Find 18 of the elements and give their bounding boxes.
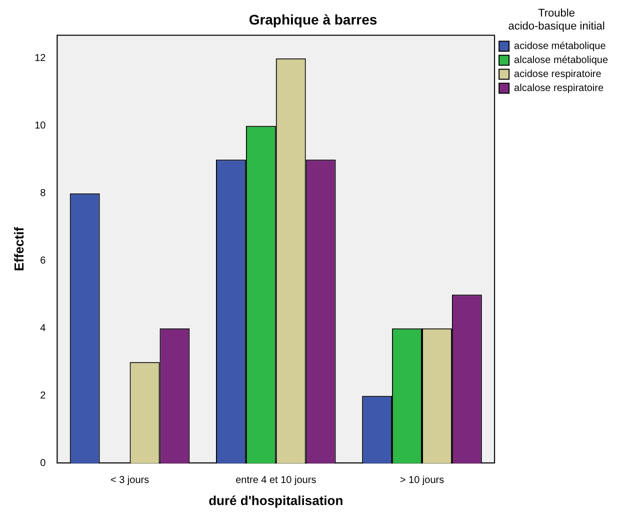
legend-label: alcalose métabolique xyxy=(514,54,608,66)
legend-title: Trouble acido-basique initial xyxy=(508,8,605,33)
chart-title: Graphique à barres xyxy=(248,11,378,28)
x-tick-label: < 3 jours xyxy=(110,475,150,486)
x-axis-title: duré d'hospitalisation xyxy=(208,492,344,508)
y-tick-label: 10 xyxy=(34,120,46,132)
legend-label: alcalose respiratoire xyxy=(514,82,604,94)
legend-label: acidose respiratoire xyxy=(514,68,602,80)
legend-label: acidose métabolique xyxy=(514,40,606,52)
x-tick-label: > 10 jours xyxy=(400,475,444,486)
y-tick-label: 4 xyxy=(40,323,46,334)
y-tick-label: 6 xyxy=(40,256,46,267)
y-tick-label: 0 xyxy=(40,458,46,470)
y-axis-title: Effectif xyxy=(11,226,26,272)
y-tick-label: 2 xyxy=(40,390,46,402)
y-tick-label: 8 xyxy=(40,188,46,200)
x-tick-label: entre 4 et 10 jours xyxy=(236,475,316,486)
y-tick-label: 12 xyxy=(34,53,46,64)
